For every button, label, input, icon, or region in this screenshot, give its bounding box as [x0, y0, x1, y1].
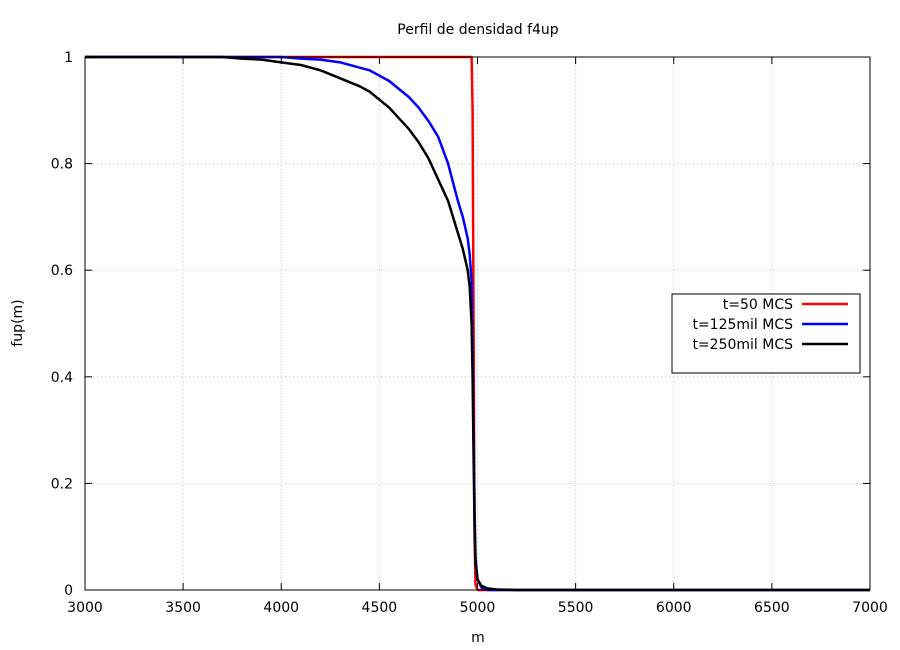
x-tick-label: 4500	[362, 600, 398, 616]
x-tick-label: 3000	[67, 600, 103, 616]
legend-label: t=250mil MCS	[692, 337, 793, 353]
x-tick-label: 6000	[656, 600, 692, 616]
legend-label: t=125mil MCS	[692, 317, 793, 333]
legend-label: t=50 MCS	[723, 297, 793, 313]
chart-title: Perfil de densidad f4up	[397, 22, 558, 38]
y-tick-label: 0.2	[51, 476, 73, 492]
x-tick-label: 4000	[263, 600, 299, 616]
y-tick-label: 0.4	[51, 370, 73, 386]
y-tick-label: 1	[64, 50, 73, 66]
axis-ticks: 3000 3500 4000 4500 5000 5500 6000 6500 7000 0 0.2…	[51, 50, 888, 616]
x-axis-label: m	[471, 630, 485, 646]
series-line-3	[85, 55, 870, 592]
y-tick-label: 0.6	[51, 263, 73, 279]
y-tick-label: 0	[64, 583, 73, 599]
legend: t=50 MCS t=125mil MCS t=250mil MCS	[671, 293, 861, 374]
x-tick-label: 6500	[754, 600, 790, 616]
x-tick-label: 3500	[165, 600, 201, 616]
grid-lines	[85, 57, 870, 590]
x-tick-label: 5500	[558, 600, 594, 616]
legend-box	[671, 293, 861, 374]
y-axis-label: fup(m)	[10, 299, 26, 346]
x-tick-label: 5000	[460, 600, 496, 616]
x-tick-label: 7000	[852, 600, 888, 616]
y-tick-label: 0.8	[51, 157, 73, 173]
